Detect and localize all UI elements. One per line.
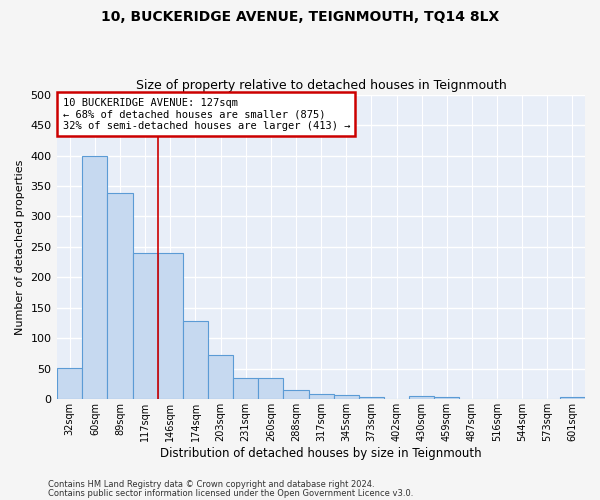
Bar: [334, 395, 359, 400]
Bar: [57, 368, 82, 400]
Text: 10, BUCKERIDGE AVENUE, TEIGNMOUTH, TQ14 8LX: 10, BUCKERIDGE AVENUE, TEIGNMOUTH, TQ14 …: [101, 10, 499, 24]
Bar: [133, 253, 158, 400]
Y-axis label: Number of detached properties: Number of detached properties: [15, 159, 25, 334]
Bar: [359, 397, 384, 400]
Text: 10 BUCKERIDGE AVENUE: 127sqm
← 68% of detached houses are smaller (875)
32% of s: 10 BUCKERIDGE AVENUE: 127sqm ← 68% of de…: [62, 98, 350, 131]
Bar: [460, 398, 484, 400]
Bar: [107, 194, 133, 400]
Bar: [409, 396, 434, 400]
Bar: [308, 394, 334, 400]
Bar: [384, 398, 409, 400]
Bar: [233, 378, 258, 400]
Bar: [183, 322, 208, 400]
Bar: [208, 355, 233, 400]
Bar: [434, 397, 460, 400]
Text: Contains public sector information licensed under the Open Government Licence v3: Contains public sector information licen…: [48, 488, 413, 498]
Bar: [158, 253, 183, 400]
Text: Contains HM Land Registry data © Crown copyright and database right 2024.: Contains HM Land Registry data © Crown c…: [48, 480, 374, 489]
X-axis label: Distribution of detached houses by size in Teignmouth: Distribution of detached houses by size …: [160, 447, 482, 460]
Bar: [509, 398, 535, 400]
Bar: [82, 156, 107, 400]
Bar: [560, 397, 585, 400]
Bar: [258, 378, 283, 400]
Title: Size of property relative to detached houses in Teignmouth: Size of property relative to detached ho…: [136, 79, 506, 92]
Bar: [283, 390, 308, 400]
